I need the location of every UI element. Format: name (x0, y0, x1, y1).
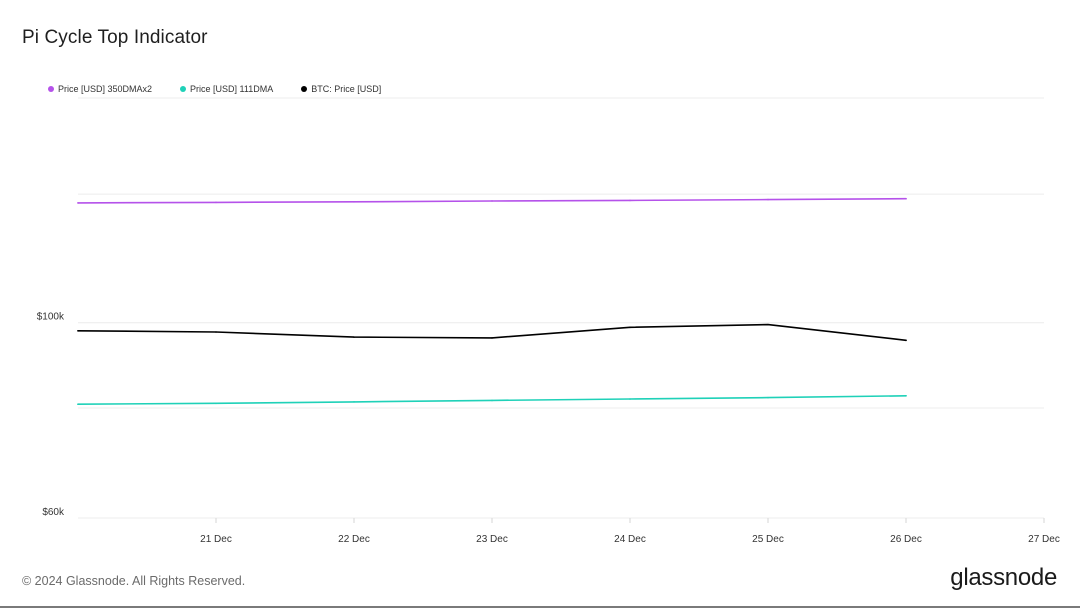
legend-item-111dma[interactable]: Price [USD] 111DMA (180, 84, 273, 94)
x-tick-label: 23 Dec (476, 534, 508, 545)
data-point (353, 401, 355, 403)
chart-title: Pi Cycle Top Indicator (22, 27, 208, 48)
data-point (905, 339, 907, 342)
data-point (767, 323, 769, 326)
chart-plot[interactable]: $100k $60k 21 Dec 22 Dec 23 Dec 24 Dec 25 Dec 2… (0, 0, 1080, 560)
data-point (905, 394, 907, 397)
x-tick-label: 22 Dec (338, 534, 370, 545)
data-point (629, 326, 631, 329)
data-point (353, 201, 355, 203)
legend-dot-350dmax2 (48, 86, 54, 92)
glassnode-logo: glassnode (950, 564, 1057, 591)
y-tick-label: $60k (42, 507, 65, 518)
data-point (215, 331, 217, 333)
data-point (629, 398, 631, 400)
data-point (215, 201, 217, 204)
y-tick-label: $100k (37, 312, 65, 323)
data-point (767, 396, 769, 399)
legend: Price [USD] 350DMAx2 Price [USD] 111DMA … (48, 84, 409, 94)
data-point (491, 337, 493, 339)
data-point (77, 202, 79, 204)
x-tick-label: 21 Dec (200, 534, 232, 545)
data-point (77, 403, 79, 406)
x-tick-label: 24 Dec (614, 534, 646, 545)
legend-label-btc-price: BTC: Price [USD] (311, 84, 382, 94)
legend-item-btc-price[interactable]: BTC: Price [USD] (301, 84, 381, 94)
legend-label-111dma: Price [USD] 111DMA (190, 84, 274, 94)
data-point (629, 199, 631, 202)
data-point (905, 197, 907, 200)
legend-dot-111dma (180, 86, 187, 92)
data-point (491, 399, 493, 402)
bottom-divider (0, 606, 1080, 608)
x-tick-label: 26 Dec (890, 534, 922, 545)
legend-label-350dmax2: Price [USD] 350DMAx2 (58, 84, 153, 94)
legend-dot-btc-price (301, 86, 308, 92)
data-point (491, 200, 493, 202)
data-point (767, 198, 769, 201)
legend-item-350dmax2[interactable]: Price [USD] 350DMAx2 (48, 84, 152, 94)
data-point (353, 336, 355, 338)
x-tick-label: 27 Dec (1028, 534, 1060, 545)
data-point (215, 402, 217, 405)
x-tick-label: 25 Dec (752, 534, 784, 545)
data-point (77, 330, 79, 332)
copyright-footer: © 2024 Glassnode. All Rights Reserved. (22, 574, 246, 588)
